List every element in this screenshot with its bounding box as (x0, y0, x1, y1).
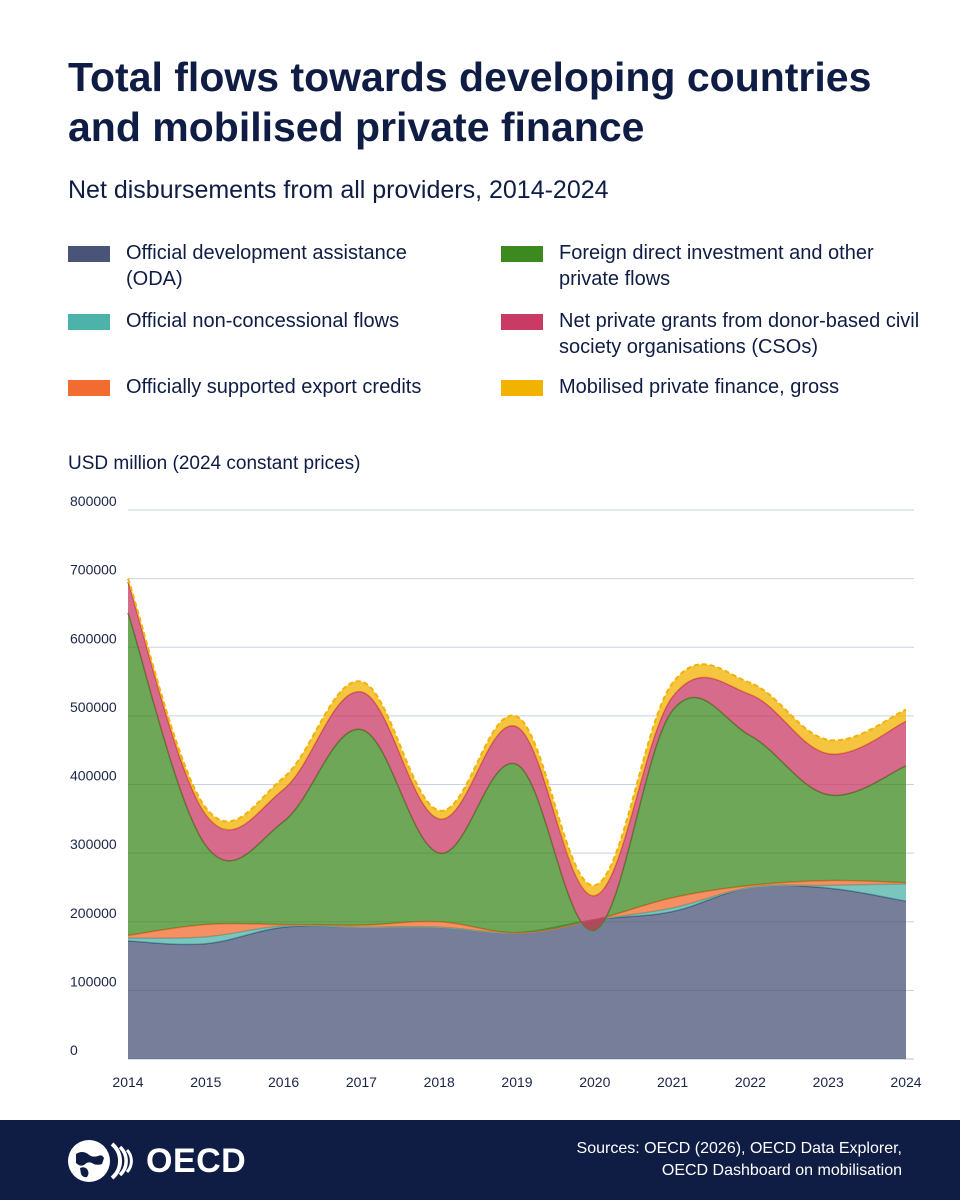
stacked-area-chart: 0 100000 200000 300000 400000 500000 600000 700… (70, 493, 922, 1090)
legend-swatch-mobilised (501, 380, 543, 396)
legend-item-oda: Official development assistance (ODA) (68, 240, 456, 292)
y-tick-label: 200000 (70, 905, 117, 921)
legend-swatch-export-credits (68, 380, 110, 396)
area-cso-grants (128, 582, 906, 931)
area-oda (128, 885, 906, 1059)
x-tick-label: 2018 (424, 1074, 455, 1090)
legend-label-mobilised: Mobilised private finance, gross (559, 376, 840, 398)
legend-label-fdi: Foreign direct investment and other priv… (559, 242, 874, 290)
footer: OECD Sources: OECD (2026), OECD Data Exp… (0, 1120, 960, 1200)
x-tick-label: 2023 (813, 1074, 844, 1090)
area-export-credits (128, 880, 906, 939)
area-fdi (128, 612, 906, 936)
y-tick-label: 700000 (70, 562, 117, 578)
y-tick-label: 600000 (70, 630, 117, 646)
legend-label-export-credits: Officially supported export credits (126, 376, 422, 398)
y-axis-label: USD million (2024 constant prices) (68, 453, 361, 474)
y-tick-labels: 0 100000 200000 300000 400000 500000 600000 700… (70, 493, 117, 1058)
brand-wordmark: OECD (146, 1141, 247, 1180)
sources-line-2: OECD Dashboard on mobilisation (661, 1162, 902, 1179)
x-tick-label: 2014 (112, 1074, 143, 1090)
sources-line-1: Sources: OECD (2026), OECD Data Explorer… (576, 1140, 902, 1157)
legend-label-cso-grants: Net private grants from donor-based civi… (559, 310, 920, 358)
x-tick-label: 2019 (501, 1074, 532, 1090)
chart-title: Total flows towards developing countries… (68, 54, 872, 150)
oecd-logo: OECD (66, 1138, 246, 1184)
y-tick-label: 500000 (70, 699, 117, 715)
globe-icon (68, 1140, 133, 1182)
area-mobilised-line (127, 578, 907, 887)
area-non-concessional (128, 884, 906, 945)
x-tick-label: 2022 (735, 1074, 766, 1090)
x-tick-label: 2020 (579, 1074, 610, 1090)
legend-swatch-cso-grants (501, 314, 543, 330)
y-tick-label: 400000 (70, 768, 117, 784)
x-tick-label: 2015 (190, 1074, 221, 1090)
legend-item-export-credits: Officially supported export credits (68, 374, 486, 400)
legend-swatch-non-concessional (68, 314, 110, 330)
area-layers (127, 578, 907, 1059)
x-tick-labels: 2014 2015 2016 2017 2018 2019 2020 2021 2022 2023… (112, 1074, 921, 1090)
legend-label-oda: Official development assistance (ODA) (126, 242, 407, 290)
legend-item-fdi: Foreign direct investment and other priv… (501, 240, 889, 292)
legend-item-mobilised: Mobilised private finance, gross (501, 374, 889, 400)
x-tick-label: 2016 (268, 1074, 299, 1090)
y-tick-label: 0 (70, 1042, 78, 1058)
legend-swatch-fdi (501, 246, 543, 262)
legend-label-non-concessional: Official non-concessional flows (126, 310, 400, 332)
legend-item-cso-grants: Net private grants from donor-based civi… (501, 308, 939, 360)
legend-item-non-concessional: Official non-concessional flows (68, 308, 456, 334)
y-tick-label: 800000 (70, 493, 117, 509)
y-tick-label: 100000 (70, 973, 117, 989)
x-tick-label: 2017 (346, 1074, 377, 1090)
legend-swatch-oda (68, 246, 110, 262)
legend: Official development assistance (ODA) Fo… (68, 240, 928, 410)
x-tick-label: 2024 (890, 1074, 921, 1090)
sources-note: Sources: OECD (2026), OECD Data Explorer… (462, 1138, 902, 1182)
chart-subtitle: Net disbursements from all providers, 20… (68, 176, 609, 204)
x-tick-label: 2021 (657, 1074, 688, 1090)
y-tick-label: 300000 (70, 836, 117, 852)
